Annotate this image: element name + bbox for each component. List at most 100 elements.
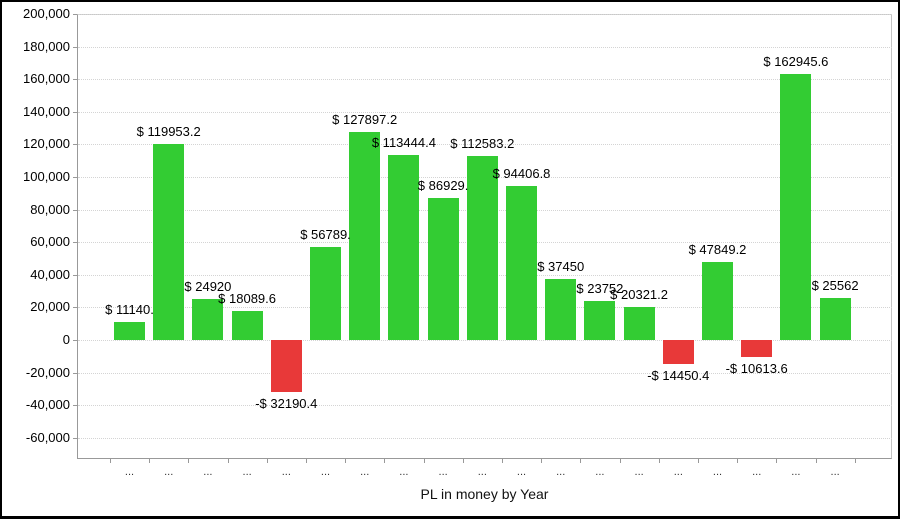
x-axis-category-label: ... bbox=[164, 466, 174, 478]
x-axis-tick-mark bbox=[737, 459, 739, 463]
bar-positive bbox=[427, 198, 459, 340]
bar-value-label: $ 86929. bbox=[417, 178, 469, 194]
y-axis-tick-mark bbox=[73, 437, 77, 439]
bar-value-label: $ 37450 bbox=[537, 258, 585, 274]
bar-value-label: $ 162945.6 bbox=[763, 54, 829, 70]
y-axis-tick-mark bbox=[73, 242, 77, 244]
bar-positive bbox=[153, 144, 185, 340]
x-axis-tick-mark bbox=[266, 459, 268, 463]
bar-positive bbox=[702, 262, 733, 340]
y-axis-tick-mark bbox=[73, 111, 77, 113]
x-axis-category-label: ... bbox=[830, 466, 840, 478]
bar-value-label: $ 24920 bbox=[184, 279, 232, 295]
y-axis-tick-label: 0 bbox=[62, 332, 70, 347]
y-axis-tick-mark bbox=[73, 307, 77, 309]
gridline bbox=[78, 79, 892, 81]
x-axis-category-label: ... bbox=[673, 466, 683, 478]
bar-positive bbox=[114, 321, 145, 340]
x-axis-tick-mark bbox=[305, 459, 307, 463]
y-axis-tick-label: 100,000 bbox=[23, 169, 70, 184]
y-axis-tick-mark bbox=[73, 405, 77, 407]
bar-positive bbox=[231, 310, 263, 340]
bar-value-label: $ 11140. bbox=[105, 301, 154, 317]
y-axis-tick-label: 80,000 bbox=[30, 201, 70, 217]
y-axis-tick-label: 20,000 bbox=[30, 299, 70, 315]
x-axis-category-label: ... bbox=[752, 466, 762, 478]
gridline bbox=[78, 372, 892, 374]
bar-value-label: $ 18089.6 bbox=[218, 290, 277, 306]
gridline bbox=[78, 405, 892, 407]
x-axis-category-label: ... bbox=[203, 466, 213, 478]
bar-positive bbox=[466, 156, 498, 340]
x-axis-tick-mark bbox=[776, 459, 778, 463]
bar-value-label: $ 56789. bbox=[300, 227, 351, 243]
x-axis-category-label: ... bbox=[124, 466, 135, 478]
bar-positive bbox=[819, 298, 851, 340]
x-axis-category-label: ... bbox=[242, 466, 252, 478]
bar-positive bbox=[349, 131, 381, 340]
x-axis-title: PL in money by Year bbox=[420, 486, 549, 502]
bar-value-label: $ 119953.2 bbox=[136, 124, 201, 140]
x-axis-tick-mark bbox=[109, 459, 111, 463]
y-axis-tick-mark bbox=[73, 46, 77, 48]
y-axis-tick-mark bbox=[73, 79, 77, 81]
bar-positive bbox=[780, 74, 812, 340]
x-axis-tick-mark bbox=[227, 459, 229, 463]
x-axis-category-label: ... bbox=[634, 466, 644, 478]
bar-positive bbox=[623, 306, 655, 340]
x-axis-tick-mark bbox=[149, 459, 151, 463]
y-axis-tick-mark bbox=[73, 274, 77, 276]
bar-value-label: -$ 14450.4 bbox=[647, 367, 710, 383]
x-axis-tick-mark bbox=[462, 459, 464, 463]
y-axis-tick-mark bbox=[73, 14, 77, 15]
bar-negative bbox=[741, 340, 773, 358]
gridline bbox=[78, 111, 892, 113]
x-axis-tick-mark bbox=[188, 459, 190, 463]
y-axis-tick-mark bbox=[73, 209, 77, 211]
bar-value-label: $ 25562 bbox=[811, 278, 859, 294]
x-axis-category-label: ... bbox=[320, 466, 331, 478]
y-axis-tick-label: -60,000 bbox=[25, 429, 70, 445]
x-axis-tick-mark bbox=[345, 459, 347, 463]
bar-value-label: $ 112583.2 bbox=[450, 136, 515, 152]
x-axis-tick-mark bbox=[580, 459, 582, 463]
bar-positive bbox=[192, 299, 224, 340]
x-axis-category-label: ... bbox=[712, 466, 723, 478]
gridline bbox=[78, 14, 892, 15]
gridline bbox=[78, 144, 892, 146]
x-axis-tick-mark bbox=[697, 459, 699, 463]
bar-positive bbox=[388, 155, 420, 340]
gridline bbox=[78, 46, 892, 48]
bar-value-label: -$ 10613.6 bbox=[725, 361, 788, 377]
bar-negative bbox=[270, 340, 302, 393]
x-axis-tick-mark bbox=[384, 459, 386, 463]
y-axis-tick-label: -40,000 bbox=[25, 397, 70, 413]
gridline bbox=[78, 340, 892, 341]
x-axis-category-label: ... bbox=[595, 466, 605, 478]
y-axis-tick-label: 60,000 bbox=[30, 234, 70, 250]
x-axis-category-label: ... bbox=[399, 466, 409, 478]
bar-positive bbox=[506, 186, 537, 340]
x-axis-category-label: ... bbox=[791, 466, 801, 478]
y-axis-tick-label: 120,000 bbox=[23, 136, 70, 152]
x-axis-tick-mark bbox=[619, 459, 621, 463]
x-axis-category-label: ... bbox=[556, 466, 566, 478]
bar-positive bbox=[310, 247, 341, 340]
y-axis-tick-label: 40,000 bbox=[30, 266, 70, 282]
bar-value-label: $ 23752 bbox=[576, 281, 624, 297]
y-axis-tick-label: 180,000 bbox=[23, 38, 70, 54]
bar-value-label: $ 47849.2 bbox=[688, 242, 747, 257]
x-axis-tick-mark bbox=[854, 459, 856, 463]
x-axis-category-label: ... bbox=[281, 466, 291, 478]
x-axis-tick-mark bbox=[423, 459, 425, 463]
y-axis-tick-mark bbox=[73, 340, 77, 341]
x-axis-category-label: ... bbox=[477, 466, 487, 478]
x-axis-tick-mark bbox=[501, 459, 503, 463]
bar-positive bbox=[584, 301, 616, 340]
bar-negative bbox=[662, 340, 694, 364]
gridline bbox=[78, 437, 892, 439]
x-axis-tick-mark bbox=[815, 459, 817, 463]
y-axis-tick-label: 140,000 bbox=[23, 103, 70, 119]
x-axis-category-label: ... bbox=[516, 466, 527, 478]
